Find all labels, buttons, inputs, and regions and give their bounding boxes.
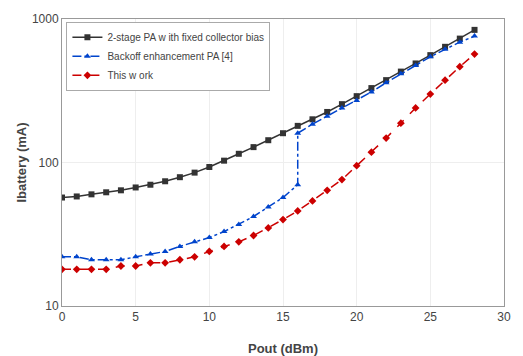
- svg-text:25: 25: [424, 310, 438, 324]
- svg-text:20: 20: [350, 310, 364, 324]
- svg-text:Backoff enhancement PA [4]: Backoff enhancement PA [4]: [107, 51, 232, 62]
- svg-text:15: 15: [276, 310, 290, 324]
- svg-text:10: 10: [45, 299, 59, 313]
- svg-text:100: 100: [39, 156, 59, 170]
- svg-text:This w ork: This w ork: [107, 70, 154, 81]
- svg-text:30: 30: [497, 310, 511, 324]
- svg-text:5: 5: [132, 310, 139, 324]
- svg-text:Ibattery (mA): Ibattery (mA): [14, 122, 29, 202]
- svg-text:2-stage PA w ith fixed collect: 2-stage PA w ith fixed collector bias: [107, 32, 264, 43]
- svg-text:Pout (dBm): Pout (dBm): [248, 341, 318, 356]
- svg-text:0: 0: [59, 310, 66, 324]
- svg-text:10: 10: [203, 310, 217, 324]
- svg-text:1000: 1000: [32, 12, 59, 26]
